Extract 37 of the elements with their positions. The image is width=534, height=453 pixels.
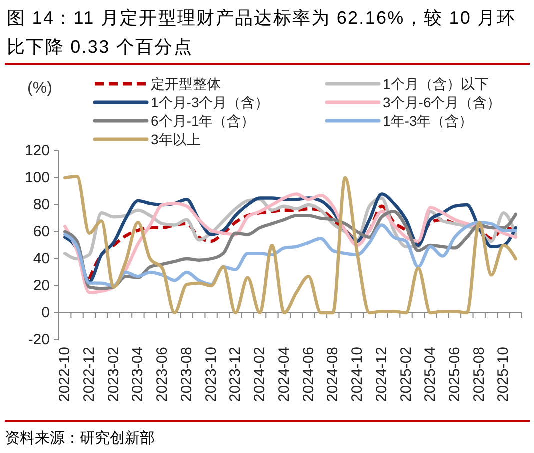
x-tick-label: 2022-10: [56, 347, 74, 402]
x-tick-label: 2022-12: [80, 347, 98, 402]
x-tick-label: 2023-02: [105, 347, 122, 402]
x-tick-label: 2025-10: [495, 347, 512, 402]
y-axis-title: (%): [28, 80, 52, 97]
x-tick-label: 2025-02: [398, 347, 415, 402]
x-tick-label: 2024-06: [300, 347, 318, 402]
y-tick-label: -20: [28, 332, 50, 348]
y-tick-label: 120: [24, 142, 50, 160]
x-tick-label: 2025-06: [446, 347, 464, 402]
y-tick-label: 80: [33, 196, 50, 214]
title: 图 14：11 月定开型理财产品达标率为 62.16%，较 10 月环比下降 0.33 个百分点: [7, 7, 518, 59]
x-tick-label: 2023-06: [154, 347, 172, 402]
y-tick-label: 40: [33, 250, 50, 268]
legend-label: 定开型整体: [151, 76, 221, 92]
legend-label: 3年以上: [151, 132, 201, 148]
legend-label: 3个月-6个月（含）: [383, 94, 502, 110]
x-tick-label: 2025-08: [470, 347, 488, 402]
y-tick-label: 60: [33, 224, 50, 240]
y-tick-label: 20: [33, 278, 50, 294]
y-tick-label: 100: [24, 170, 50, 186]
x-tick-label: 2024-04: [276, 347, 293, 402]
x-tick-label: 2024-02: [252, 347, 269, 402]
x-tick-label: 2023-04: [130, 347, 147, 402]
x-tick-label: 2023-10: [202, 347, 220, 402]
legend-label: 1个月-3个月（含）: [151, 94, 270, 110]
text: 资料来源：研究创新部: [5, 430, 155, 447]
x-tick-label: 2024-12: [373, 347, 390, 402]
x-tick-label: 2024-08: [324, 347, 342, 402]
x-tick-label: 2023-12: [227, 347, 244, 402]
legend-label: 6个月-1年（含）: [151, 113, 256, 129]
x-tick-label: 2023-08: [178, 347, 196, 402]
legend-label: 1个月（含）以下: [383, 76, 489, 92]
x-tick-label: 2024-10: [349, 347, 366, 402]
legend-label: 1年-3年（含）: [383, 113, 474, 129]
y-tick-label: 0: [42, 304, 50, 322]
x-tick-label: 2025-04: [422, 347, 440, 402]
